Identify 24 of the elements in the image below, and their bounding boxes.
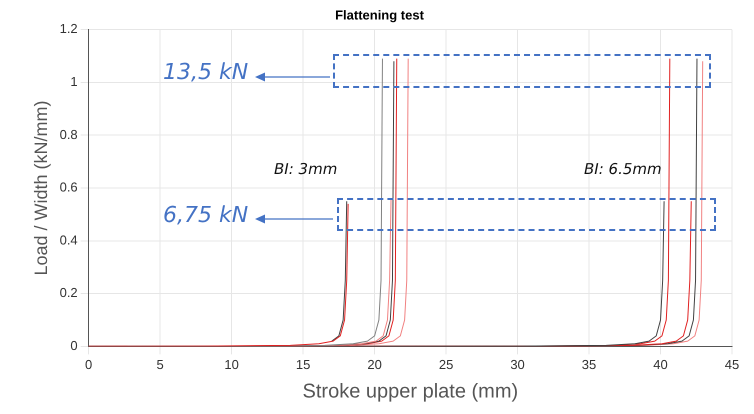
annotation: 6,75 kN [163, 203, 248, 228]
x-axis-title: Stroke upper plate (mm) [302, 380, 518, 403]
x-tick-label: 15 [296, 356, 310, 372]
x-tick-label: 25 [438, 356, 454, 372]
y-tick-label: 0.8 [60, 126, 78, 142]
y-tick-label: 0.6 [60, 180, 78, 195]
x-tick-label: 20 [367, 356, 382, 372]
y-tick-label: 1.2 [60, 21, 78, 36]
annotation: 13,5 kN [163, 60, 248, 85]
x-tick-label: 0 [85, 356, 92, 372]
x-tick-label: 45 [724, 356, 740, 372]
chart-title: Flattening test [335, 7, 425, 22]
annotation: BI: 6.5mm [584, 160, 662, 178]
y-axis-title: Load / Width (kN/mm) [30, 100, 51, 276]
y-tick-label: 0.4 [60, 232, 78, 248]
x-tick-label: 5 [156, 356, 164, 372]
annotation: BI: 3mm [274, 160, 338, 178]
x-tick-label: 40 [653, 356, 668, 372]
x-tick-label: 30 [510, 356, 525, 372]
y-tick-label: 0 [70, 338, 78, 353]
x-tick-label: 35 [582, 356, 596, 372]
y-tick-label: 0.2 [60, 285, 78, 300]
y-tick-label: 1 [70, 74, 78, 89]
x-tick-label: 10 [224, 356, 239, 372]
